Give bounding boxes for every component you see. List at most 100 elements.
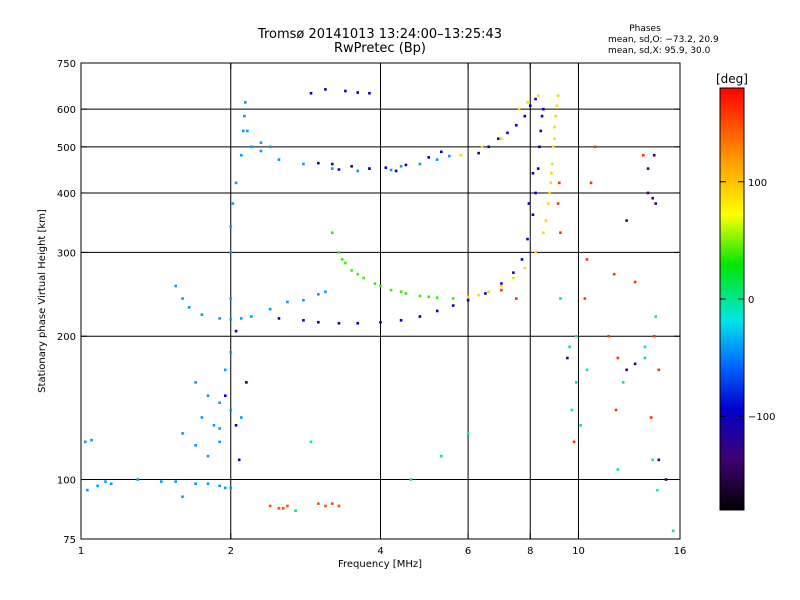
data-point	[324, 504, 327, 508]
data-point	[181, 432, 184, 435]
data-point	[350, 269, 353, 272]
data-point	[657, 368, 661, 372]
data-point	[194, 444, 197, 447]
data-point	[309, 440, 313, 444]
data-point	[206, 454, 210, 458]
data-point	[268, 504, 272, 508]
data-point	[534, 191, 537, 195]
data-point	[559, 231, 562, 235]
data-point	[451, 297, 455, 300]
data-point	[206, 394, 210, 398]
data-point	[218, 401, 221, 405]
data-point	[356, 169, 360, 173]
data-point	[83, 440, 87, 444]
data-point	[368, 91, 371, 95]
data-point	[317, 161, 320, 165]
data-point	[250, 315, 253, 318]
data-point	[239, 317, 243, 320]
data-point	[646, 191, 650, 195]
data-point	[229, 408, 233, 412]
data-point	[356, 272, 360, 276]
data-point	[368, 167, 371, 170]
data-point	[500, 137, 503, 141]
data-point	[246, 129, 249, 133]
data-point	[523, 266, 527, 270]
colorbar-tick-label: 0	[748, 295, 754, 306]
x-tick-label: 16	[674, 546, 687, 557]
data-point	[651, 458, 654, 462]
data-point	[657, 458, 661, 462]
data-point	[652, 153, 656, 157]
data-point	[317, 292, 320, 296]
data-point	[427, 156, 431, 159]
axis-ticks: 1 2 4 6 8 10 16 75 100 200 300 400 500 600 750	[57, 59, 686, 557]
data-point	[500, 288, 503, 292]
data-point	[259, 149, 263, 153]
data-point	[212, 423, 216, 427]
data-point	[671, 529, 675, 533]
data-point	[559, 297, 562, 300]
data-point	[654, 315, 658, 318]
data-point	[633, 280, 637, 284]
data-point	[234, 329, 238, 333]
y-tick-label: 200	[57, 332, 76, 343]
data-point	[268, 145, 272, 149]
data-point	[330, 502, 334, 505]
data-point	[451, 304, 455, 307]
data-point	[399, 319, 403, 322]
data-point	[487, 290, 490, 294]
colorbar-label: [deg]	[716, 72, 748, 86]
data-point	[200, 416, 204, 419]
y-tick-label: 100	[57, 476, 76, 487]
data-point	[277, 317, 281, 320]
data-point	[487, 145, 490, 149]
data-point	[302, 162, 305, 166]
data-point	[399, 290, 403, 294]
y-tick-label: 300	[57, 248, 76, 259]
data-point	[250, 145, 253, 149]
data-point	[583, 297, 587, 300]
data-point	[379, 284, 382, 288]
data-point	[136, 478, 139, 481]
data-point	[540, 114, 544, 118]
data-point	[286, 504, 289, 508]
data-point	[539, 129, 543, 133]
chart-title: Tromsø 20141013 13:24:00–13:25:43	[257, 27, 502, 42]
data-point	[229, 318, 233, 321]
data-point	[181, 297, 184, 300]
data-point	[538, 145, 541, 149]
data-point	[572, 440, 576, 444]
data-point	[174, 284, 177, 288]
data-point	[281, 507, 285, 510]
data-point	[302, 319, 305, 322]
data-point	[237, 458, 241, 462]
data-point	[404, 163, 408, 167]
data-point	[466, 298, 470, 302]
data-point	[654, 202, 658, 205]
data-point	[477, 151, 480, 155]
data-point	[512, 271, 515, 274]
data-point	[556, 94, 560, 98]
data-point	[427, 295, 431, 299]
data-point	[550, 162, 554, 166]
data-point	[646, 167, 650, 170]
data-point	[218, 427, 221, 430]
data-point	[330, 162, 334, 166]
data-point	[229, 486, 233, 490]
data-point	[607, 334, 610, 338]
data-point	[547, 202, 550, 205]
data-point	[104, 480, 107, 483]
data-point	[550, 171, 553, 175]
data-point	[389, 168, 393, 172]
data-point	[404, 292, 408, 295]
data-point	[568, 345, 571, 349]
data-point	[515, 297, 518, 300]
data-point	[244, 101, 247, 104]
data-point	[324, 88, 327, 91]
x-tick-label: 2	[228, 546, 234, 557]
data-point	[356, 91, 360, 94]
data-point	[621, 381, 625, 384]
data-point	[512, 276, 515, 280]
data-point	[500, 282, 503, 285]
data-point	[86, 488, 89, 492]
